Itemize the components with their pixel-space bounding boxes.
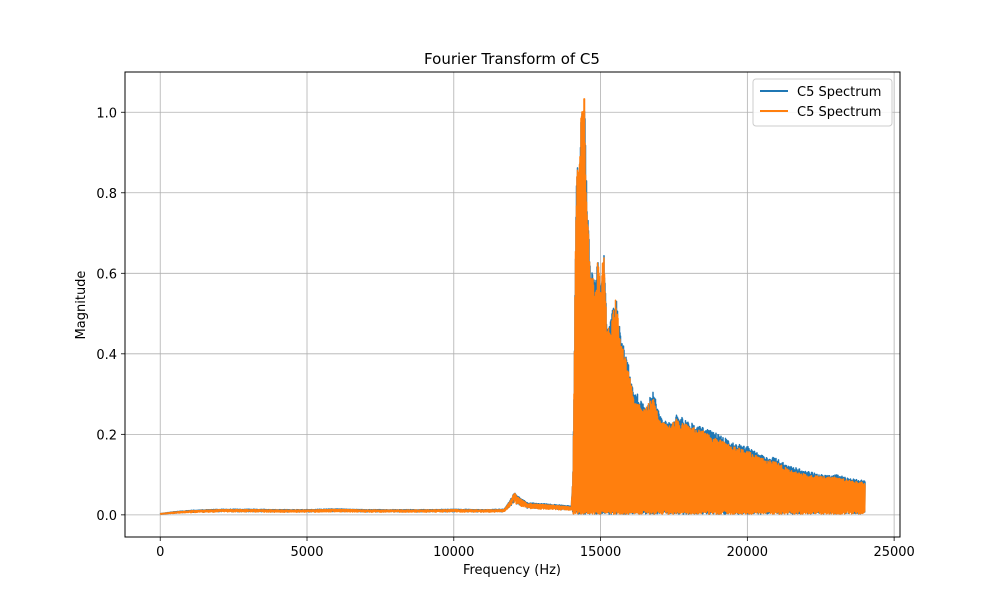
y-tick-label: 0.8 <box>96 187 117 202</box>
chart-title: Fourier Transform of C5 <box>424 50 600 68</box>
y-ticks: 0.0 0.2 0.4 0.6 0.8 1.0 <box>96 106 125 524</box>
series-layer <box>159 98 866 515</box>
grid-lines <box>125 72 900 537</box>
y-tick-label: 0.0 <box>96 509 117 524</box>
x-tick-label: 25000 <box>873 545 914 560</box>
legend: C5 Spectrum C5 Spectrum <box>752 78 893 127</box>
legend-label-0: C5 Spectrum <box>797 85 881 100</box>
legend-label-1: C5 Spectrum <box>797 105 881 120</box>
x-axis-label: Frequency (Hz) <box>463 563 561 578</box>
x-tick-label: 15000 <box>580 545 621 560</box>
x-tick-label: 0 <box>156 545 164 560</box>
y-tick-label: 1.0 <box>96 106 117 121</box>
x-tick-label: 10000 <box>433 545 474 560</box>
y-tick-label: 0.4 <box>96 348 117 363</box>
series-line-1 <box>159 98 866 515</box>
plot-area <box>159 98 866 515</box>
y-tick-label: 0.2 <box>96 428 117 443</box>
x-ticks: 0 5000 10000 15000 20000 25000 <box>156 537 915 560</box>
y-axis-label: Magnitude <box>74 271 89 340</box>
axes-frame <box>124 71 901 538</box>
x-tick-label: 5000 <box>290 545 323 560</box>
x-tick-label: 20000 <box>727 545 768 560</box>
y-tick-label: 0.6 <box>96 267 117 282</box>
